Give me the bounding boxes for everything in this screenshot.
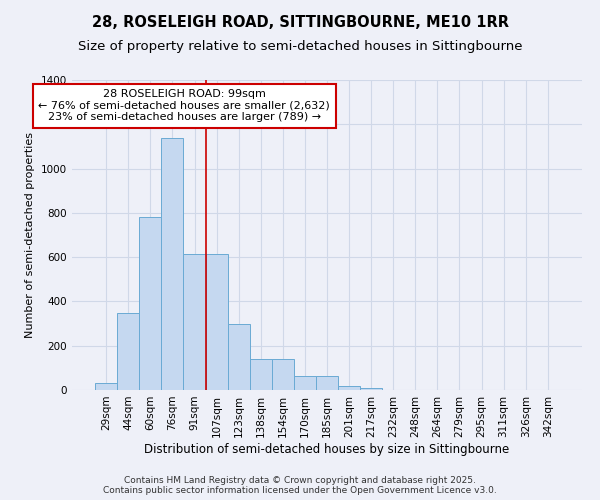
X-axis label: Distribution of semi-detached houses by size in Sittingbourne: Distribution of semi-detached houses by … — [145, 442, 509, 456]
Text: 28, ROSELEIGH ROAD, SITTINGBOURNE, ME10 1RR: 28, ROSELEIGH ROAD, SITTINGBOURNE, ME10 … — [91, 15, 509, 30]
Bar — [206, 254, 227, 390]
Bar — [184, 254, 206, 390]
Bar — [272, 359, 294, 390]
Bar — [316, 376, 338, 390]
Text: Size of property relative to semi-detached houses in Sittingbourne: Size of property relative to semi-detach… — [78, 40, 522, 53]
Bar — [95, 384, 117, 390]
Bar — [294, 376, 316, 390]
Bar — [117, 312, 139, 390]
Y-axis label: Number of semi-detached properties: Number of semi-detached properties — [25, 132, 35, 338]
Bar — [139, 218, 161, 390]
Bar — [227, 324, 250, 390]
Bar — [338, 386, 360, 390]
Text: Contains HM Land Registry data © Crown copyright and database right 2025.
Contai: Contains HM Land Registry data © Crown c… — [103, 476, 497, 495]
Bar — [161, 138, 184, 390]
Text: 28 ROSELEIGH ROAD: 99sqm
← 76% of semi-detached houses are smaller (2,632)
23% o: 28 ROSELEIGH ROAD: 99sqm ← 76% of semi-d… — [38, 90, 330, 122]
Bar — [360, 388, 382, 390]
Bar — [250, 359, 272, 390]
